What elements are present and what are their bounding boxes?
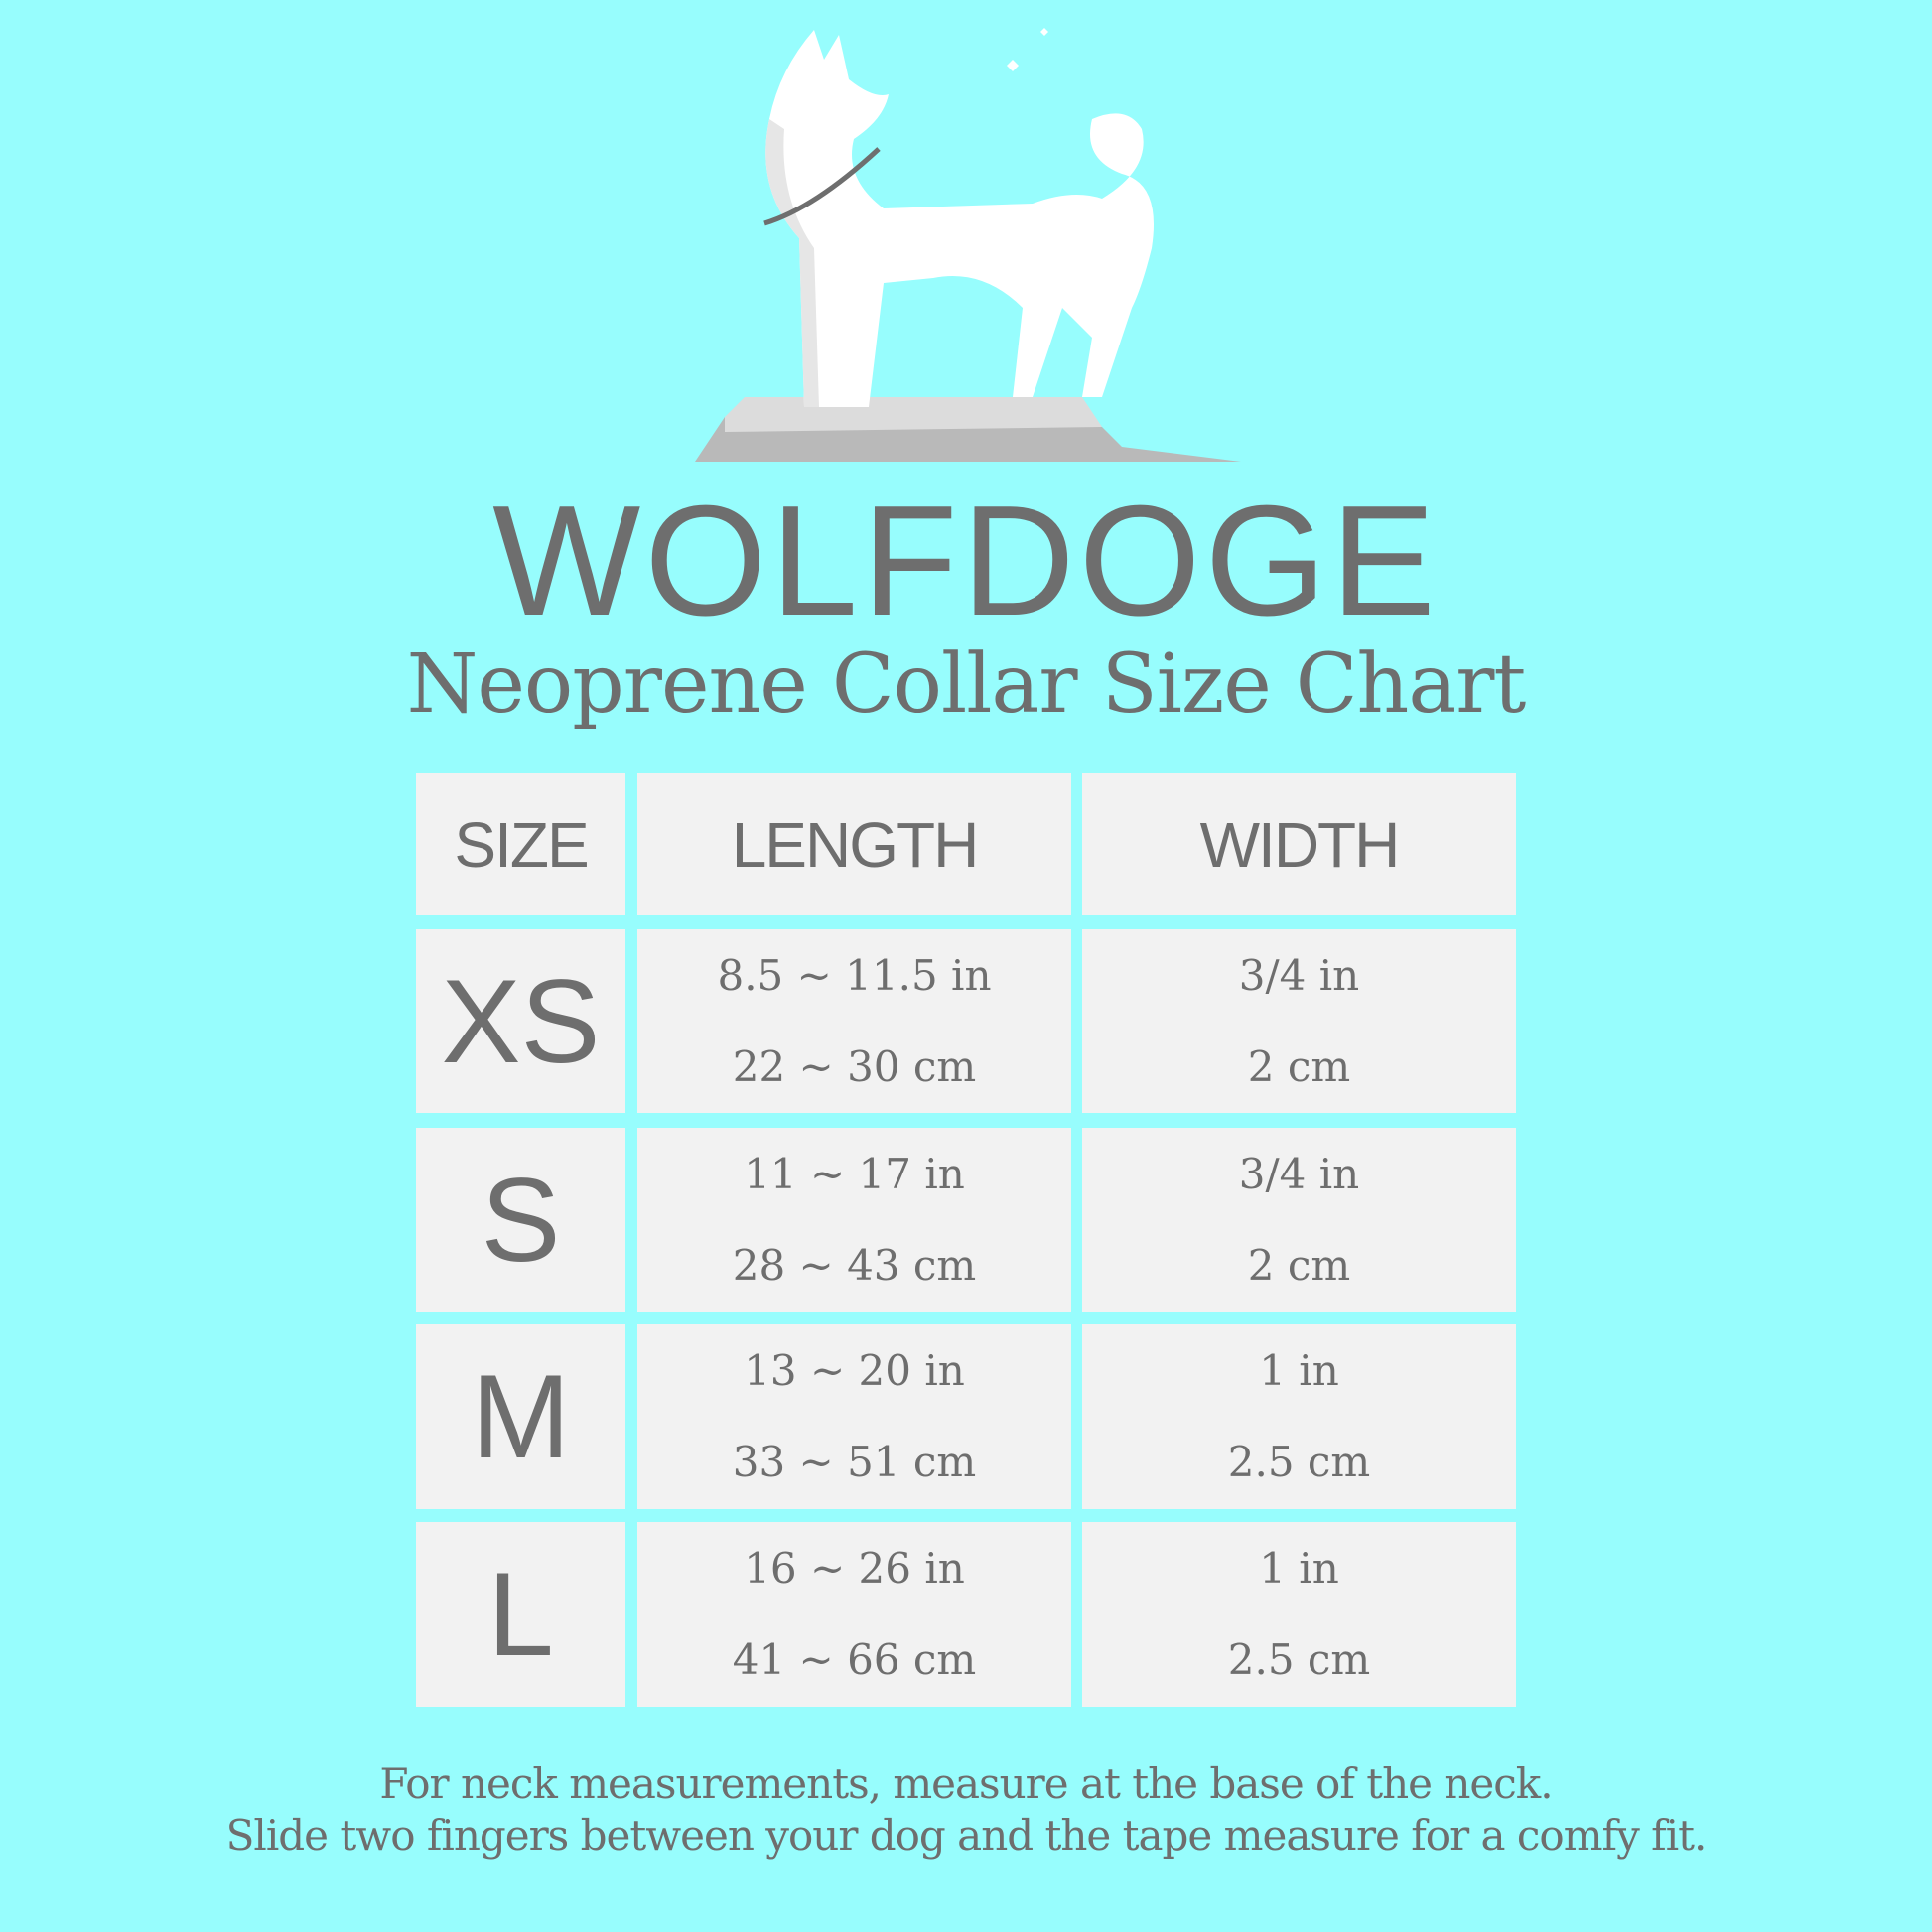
width-cm: 2 cm (1247, 1041, 1351, 1091)
brand-title: WOLFDOGE (492, 474, 1440, 648)
header-size: SIZE (416, 773, 625, 915)
length-s: 11 ~ 17 in 28 ~ 43 cm (637, 1128, 1071, 1312)
width-cm: 2 cm (1247, 1241, 1351, 1290)
width-in: 1 in (1259, 1346, 1339, 1395)
size-s: S (416, 1128, 625, 1312)
width-in: 3/4 in (1238, 1150, 1360, 1198)
length-cm: 22 ~ 30 cm (732, 1041, 977, 1091)
width-s: 3/4 in 2 cm (1082, 1128, 1516, 1312)
footer-line-1: For neck measurements, measure at the ba… (379, 1759, 1553, 1808)
wolf-dog-logo-icon (695, 28, 1241, 462)
header-width: WIDTH (1082, 773, 1516, 915)
width-xs: 3/4 in 2 cm (1082, 929, 1516, 1113)
length-cm: 33 ~ 51 cm (732, 1438, 977, 1486)
footer-line-2: Slide two fingers between your dog and t… (225, 1811, 1708, 1860)
length-xs: 8.5 ~ 11.5 in 22 ~ 30 cm (637, 929, 1071, 1113)
chart-subtitle: Neoprene Collar Size Chart (406, 637, 1527, 732)
size-xs: XS (416, 929, 625, 1113)
size-m: M (416, 1324, 625, 1509)
width-cm: 2.5 cm (1227, 1635, 1371, 1684)
length-in: 16 ~ 26 in (744, 1544, 965, 1592)
width-m: 1 in 2.5 cm (1082, 1324, 1516, 1509)
length-m: 13 ~ 20 in 33 ~ 51 cm (637, 1324, 1071, 1509)
width-in: 1 in (1259, 1544, 1339, 1592)
header-length: LENGTH (637, 773, 1071, 915)
length-in: 8.5 ~ 11.5 in (717, 950, 992, 1000)
length-in: 13 ~ 20 in (744, 1346, 965, 1395)
width-l: 1 in 2.5 cm (1082, 1522, 1516, 1707)
length-cm: 41 ~ 66 cm (732, 1635, 977, 1684)
width-cm: 2.5 cm (1227, 1438, 1371, 1486)
length-l: 16 ~ 26 in 41 ~ 66 cm (637, 1522, 1071, 1707)
length-in: 11 ~ 17 in (744, 1150, 965, 1198)
size-l: L (416, 1522, 625, 1707)
width-in: 3/4 in (1238, 950, 1360, 1000)
length-cm: 28 ~ 43 cm (732, 1241, 977, 1290)
